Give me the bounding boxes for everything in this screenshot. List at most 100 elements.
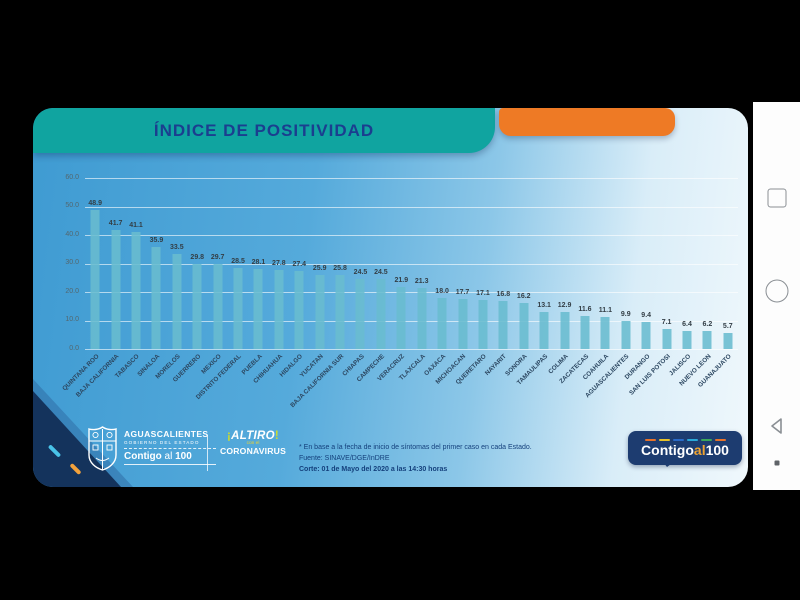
orange-accent-banner [499, 108, 675, 136]
bar-value-label: 25.8 [333, 265, 347, 273]
bar [539, 311, 549, 349]
bar [580, 315, 590, 349]
bar-value-label: 27.4 [292, 260, 307, 268]
gridline [85, 320, 738, 322]
badge-dash [700, 438, 712, 442]
gridline [85, 292, 738, 293]
bar-value-label: 18.0 [435, 287, 449, 295]
y-tick-label: 40.0 [65, 230, 79, 238]
bar-value-label: 29.7 [210, 254, 225, 262]
bar-value-label: 13.1 [537, 301, 551, 309]
bar-value-label: 24.5 [374, 269, 388, 277]
decorative-dash-cyan [47, 444, 62, 458]
aguascalientes-logo: AGUASCALIENTES GOBIERNO DEL ESTADO Conti… [124, 429, 234, 465]
bar [662, 328, 672, 349]
title-banner: ÍNDICE DE POSITIVIDAD [33, 108, 495, 153]
bar [233, 267, 243, 349]
bar [396, 286, 406, 349]
android-navbar [753, 102, 800, 490]
y-tick-label: 60.0 [65, 173, 79, 181]
bar-value-label: 41.7 [108, 220, 123, 228]
bar [335, 275, 345, 349]
bar [151, 246, 161, 349]
bar [355, 279, 365, 349]
presentation-slide: 60.0 50.0 40.0 30.0 20.0 10.0 0.0 48.9 QUINTANA … [33, 108, 748, 487]
badge-dash [672, 438, 684, 442]
bar-value-label: 7.1 [661, 318, 672, 326]
footnote-line1: * En base a la fecha de inicio de síntom… [299, 444, 532, 451]
gridline [85, 263, 738, 265]
badge-dash [686, 438, 698, 442]
bar-value-label: 11.1 [598, 307, 612, 315]
footnote-line2: Fuente: SINAVE/DGE/InDRE [299, 454, 390, 462]
footnote-line3: Corte: 01 de Mayo del 2020 a las 14:30 h… [299, 465, 448, 473]
bar [478, 300, 488, 349]
bar-value-label: 33.5 [170, 243, 184, 251]
bar [560, 312, 570, 349]
bar-value-label: 16.8 [496, 291, 511, 299]
bar-value-label: 24.5 [353, 269, 368, 277]
coat-of-arms-icon [88, 426, 117, 471]
bar [213, 264, 223, 349]
gov-logo-slogan: Contigo al 100 [124, 450, 192, 462]
home-icon[interactable] [765, 279, 788, 303]
badge-dash [714, 438, 726, 442]
bar [498, 301, 508, 349]
bar [458, 298, 468, 349]
gridline [85, 206, 738, 208]
bar-value-label: 9.4 [641, 312, 652, 320]
y-tick-label: 30.0 [65, 259, 79, 266]
bar-value-label: 9.9 [620, 310, 631, 318]
positivity-chart: 60.0 50.0 40.0 30.0 20.0 10.0 0.0 48.9 QUINTANA … [33, 108, 748, 487]
bar-value-label: 6.4 [682, 320, 692, 328]
bar [376, 279, 386, 349]
decorative-dash-orange [69, 462, 82, 476]
bar [294, 270, 304, 349]
bar [417, 288, 427, 349]
bar-value-label: 25.9 [312, 265, 327, 273]
bar-value-label: 16.2 [516, 292, 531, 300]
bar [621, 320, 631, 349]
bar [192, 264, 202, 349]
altiro-title: ¡ALTIRO! [226, 430, 280, 442]
bar [111, 230, 121, 349]
bar-value-label: 21.3 [414, 278, 429, 286]
badge-text: Contigoal100 [641, 442, 729, 459]
altiro-subtitle: con el [246, 441, 260, 446]
recents-icon[interactable] [767, 188, 786, 208]
bar-value-label: 12.9 [557, 302, 572, 310]
altiro-coronavirus: CORONAVIRUS [219, 446, 287, 456]
bar [274, 269, 284, 349]
badge-dash [658, 438, 670, 442]
gov-logo-underline [124, 463, 216, 465]
back-icon[interactable] [767, 416, 787, 436]
gridline [85, 178, 738, 179]
bar-value-label: 48.9 [88, 199, 103, 207]
bar [600, 317, 610, 349]
nav-dot-icon [774, 460, 779, 466]
bar-value-label: 28.1 [251, 258, 266, 266]
bar-value-label: 11.6 [578, 305, 592, 313]
bar [315, 275, 325, 349]
bar-value-label: 35.9 [149, 236, 164, 244]
bar [702, 331, 712, 349]
contigo-al-100-badge: Contigoal100 [628, 431, 742, 467]
footer-divider [207, 435, 208, 471]
bar [641, 322, 651, 349]
bar-value-label: 17.7 [455, 288, 470, 296]
gov-logo-divider [124, 447, 216, 449]
bar-value-label: 5.7 [722, 322, 733, 330]
bar [723, 332, 733, 349]
bar [172, 253, 182, 349]
altiro-coronavirus-logo: ¡ALTIRO! con el CORONAVIRUS [214, 430, 292, 456]
y-tick-label: 10.0 [65, 316, 79, 323]
bar [519, 302, 529, 349]
bar-value-label: 29.8 [190, 254, 205, 262]
gridline [85, 235, 738, 236]
bar-value-label: 6.2 [702, 321, 713, 329]
gov-logo-subtitle: GOBIERNO DEL ESTADO [124, 440, 200, 445]
badge-dashes [644, 438, 726, 442]
bar [131, 231, 141, 349]
gridline [85, 349, 738, 350]
y-tick-label: 50.0 [65, 202, 79, 209]
